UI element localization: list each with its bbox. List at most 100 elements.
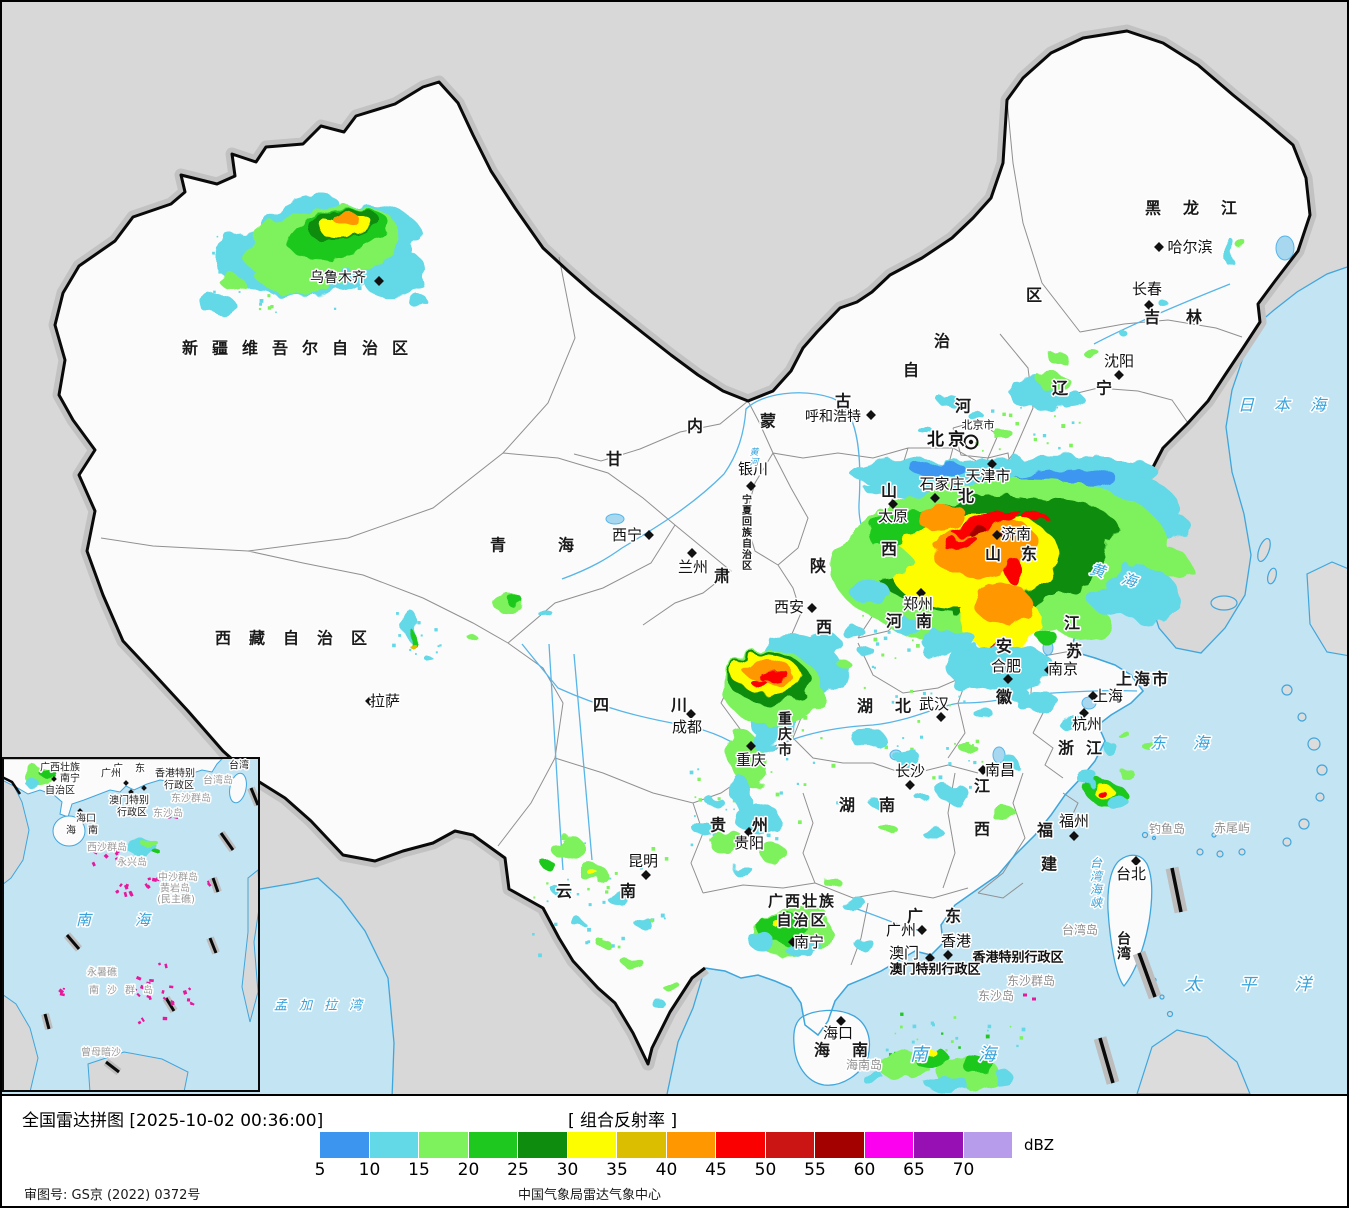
inset-hainan [52,815,86,847]
prov-label: 治 [934,332,950,351]
echo-blob [750,934,776,952]
city-label: 乌鲁木齐 [310,270,366,286]
echo-blob [1038,373,1070,391]
echo-speckle [902,737,905,740]
inset-echo-blob [25,779,39,787]
prov-label: 肃 [714,567,730,586]
reef-mark [157,962,162,966]
echo-speckle [790,734,793,737]
echo-speckle [911,764,915,768]
echo-speckle [916,1038,919,1041]
echo-speckle [1042,434,1047,438]
prov-label: 贵州 [710,816,794,835]
echo-speckle [664,857,669,861]
echo-speckle [585,941,589,945]
ins-label: 自治区 [45,784,75,797]
echo-speckle [836,801,840,805]
echo-speckle [775,837,779,841]
prov-label: 区 [1026,286,1042,305]
echo-blob [1118,731,1130,739]
echo-speckle [554,922,558,927]
capital-label: 北京 [927,429,969,450]
city-marker [936,712,946,722]
prov-label: 苏 [1066,642,1082,661]
echo-blob [1037,630,1057,644]
echo-speckle [910,747,914,752]
gray-label: 东沙群岛 [1007,973,1055,988]
ins-label: 行政区 [117,806,147,819]
city-marker [744,827,754,837]
city-marker [1114,370,1124,380]
echo-speckle [697,768,700,771]
city-marker [686,709,696,719]
echo-blob [939,396,961,408]
echo-blob [1087,589,1137,615]
echo-speckle [801,729,805,732]
echo-speckle [955,1036,959,1040]
echo-speckle [938,775,943,780]
echo-speckle [895,695,898,698]
echo-speckle [624,885,628,888]
inset-echo-blob [142,841,160,849]
echo-speckle [690,843,694,847]
echo-blob [840,896,866,910]
echo-blob [1004,557,1022,583]
echo-speckle [216,235,219,238]
echo-blob [895,751,921,765]
prov-label: 古 [835,392,851,411]
echo-blob [732,864,752,876]
echo-blob [572,919,584,927]
city-marker [641,870,651,880]
echo-speckle [884,745,888,749]
echo-speckle [798,820,802,825]
echo-blob [824,878,842,888]
city-label: 海口 [823,1024,853,1042]
sar-label: 香港特别行政区 [971,950,1063,966]
echo-blob [850,580,890,604]
city-label: 拉萨 [370,692,400,710]
echo-speckle [916,643,920,648]
echo-blob [854,938,874,950]
echo-speckle [917,720,921,723]
echo-speckle [275,311,277,314]
echo-blob [733,804,781,832]
echo-blob [922,827,944,839]
capital-marker [963,434,979,450]
echo-blob [1118,329,1126,335]
echo-speckle [546,900,549,903]
prov-label: 山东 [985,545,1057,564]
map-area[interactable]: 哈尔滨 长春 沈阳 乌鲁木齐 呼和浩特 银川 西宁 兰州 西安 太原 石家庄 郑州 济南 武汉 合肥 南京 上海… [2,2,1347,1094]
prov-label: 宁夏回族自治区 [741,493,753,572]
echo-speckle [968,760,970,762]
echo-speckle [651,846,656,851]
echo-blob [1025,512,1047,524]
city-label: 哈尔滨 [1167,238,1212,256]
echo-blob [506,596,524,606]
echo-speckle [435,651,438,654]
lakes [605,235,1295,764]
city-marker [1154,242,1164,252]
south-china-sea-inset [2,757,260,1092]
prov-label: 新疆维吾尔自治区 [182,339,422,358]
prov-label: 西藏自治区 [215,629,385,648]
city-label: 石家庄 [919,475,964,493]
reef-mark [149,978,154,983]
echo-speckle [911,639,914,642]
reef-mark [155,877,160,882]
echo-speckle [994,434,998,438]
echo-blob [1052,603,1112,641]
echo-blob [937,784,969,802]
echo-blob [839,624,863,636]
echo-speckle [873,629,878,633]
echo-blob [596,939,610,947]
inset-city-dot [128,789,134,795]
city-label: 北京市 [962,418,995,432]
sea-label: 南海 [910,1045,1046,1066]
echo-speckle [1054,415,1056,418]
legend-color-block [419,1132,468,1158]
reef-mark [123,884,129,890]
echo-blob [862,1071,884,1085]
prov-label: 福 [1036,821,1053,840]
city-label: 澳门 [889,944,919,962]
